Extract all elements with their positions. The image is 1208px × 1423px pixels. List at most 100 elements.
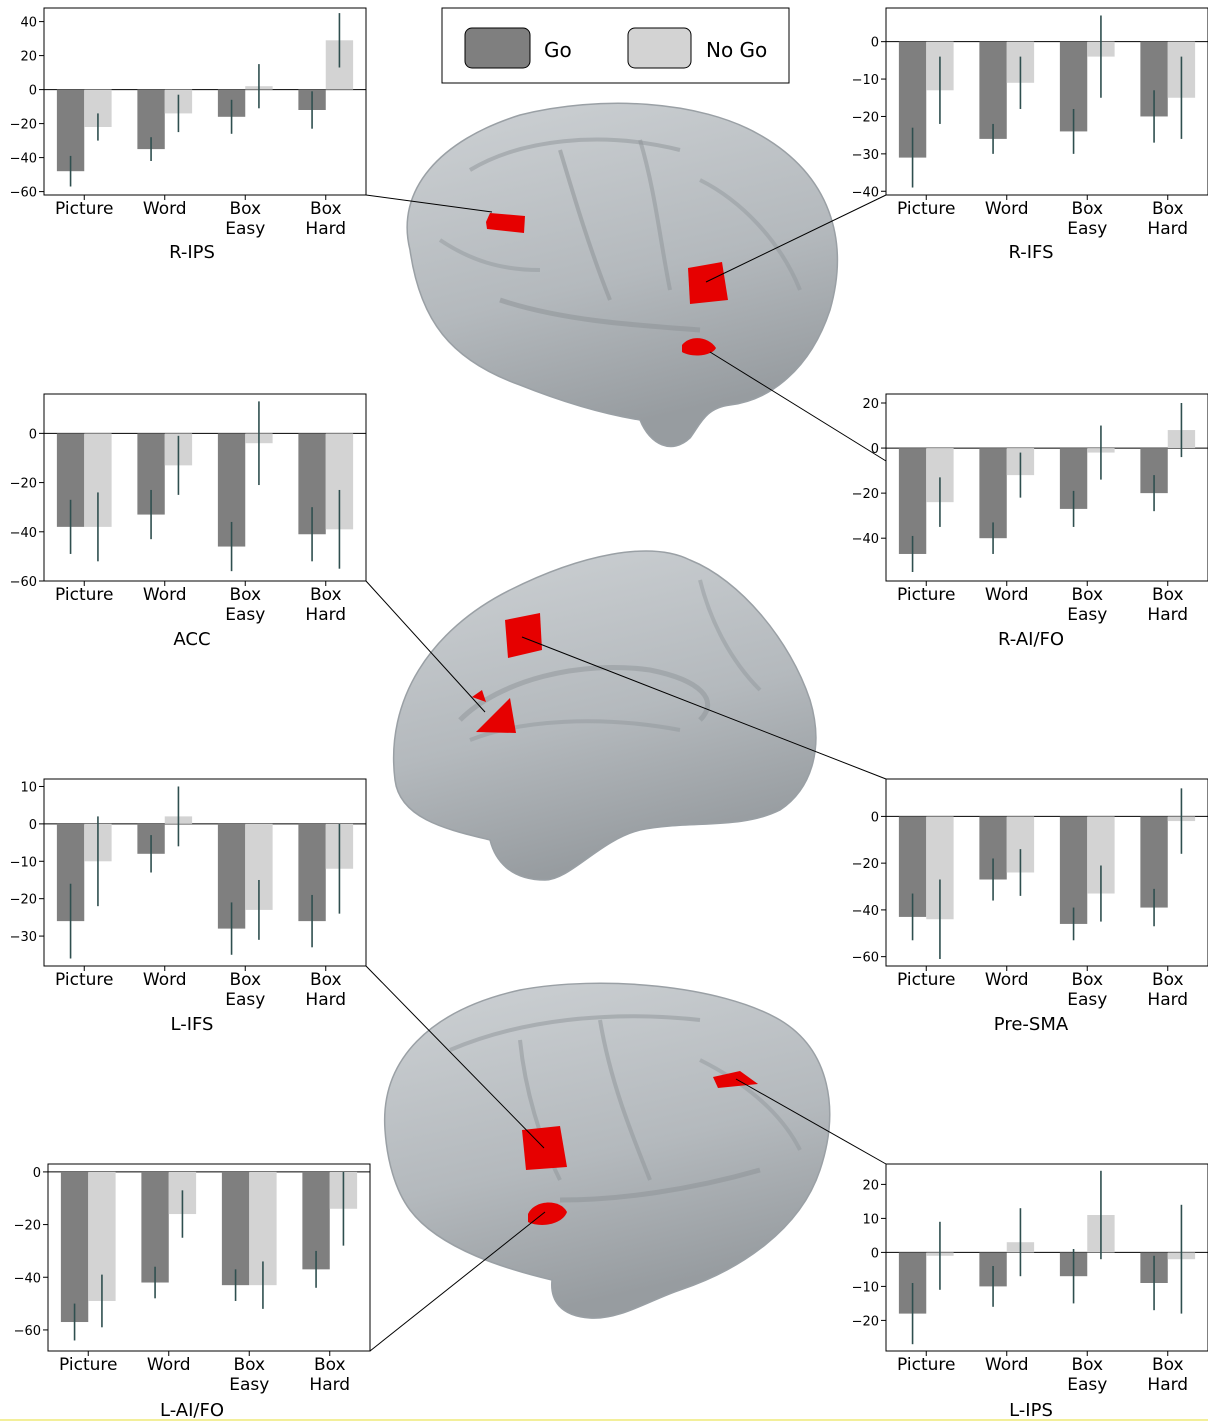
y-tick-label: −60 — [10, 186, 37, 201]
x-tick-label: Easy — [1067, 1375, 1107, 1395]
y-tick-label: 0 — [871, 36, 879, 51]
chart-title: R-IPS — [169, 242, 215, 263]
connector-r-ai-fo — [709, 351, 887, 462]
roi-pre-sma — [505, 613, 542, 658]
y-tick-label: −40 — [852, 532, 879, 547]
x-tick-label: Picture — [897, 585, 955, 605]
y-tick-label: −40 — [852, 185, 879, 200]
y-tick-label: 10 — [862, 1212, 879, 1227]
y-tick-label: −40 — [10, 152, 37, 167]
roi-acc — [476, 698, 516, 733]
chart-title: L-AI/FO — [160, 1400, 224, 1421]
y-tick-label: 20 — [862, 1178, 879, 1193]
x-tick-label: Word — [143, 199, 187, 219]
x-tick-label: Box — [1152, 1355, 1184, 1375]
roi-acc-small — [472, 690, 486, 702]
legend-label-go: Go — [544, 38, 572, 62]
y-tick-label: −20 — [852, 1314, 879, 1329]
x-tick-label: Easy — [229, 1375, 269, 1395]
brain-right-lateral — [406, 102, 839, 448]
x-tick-label: Word — [147, 1355, 191, 1375]
y-tick-label: −30 — [10, 930, 37, 945]
y-tick-label: 0 — [871, 810, 879, 825]
y-tick-label: −40 — [14, 1271, 41, 1286]
bar-go-word — [141, 1171, 169, 1283]
y-tick-label: −60 — [14, 1324, 41, 1339]
x-tick-label: Picture — [897, 199, 955, 219]
x-tick-label: Hard — [1147, 605, 1188, 625]
legend: Go No Go — [441, 7, 790, 84]
connector-r-ifs — [705, 194, 887, 283]
connector-r-ips — [365, 194, 493, 213]
x-tick-label: Picture — [897, 970, 955, 990]
y-tick-label: −20 — [852, 857, 879, 872]
bar-go-box-easy — [1059, 816, 1088, 924]
y-tick-label: 20 — [862, 397, 879, 412]
x-tick-label: Easy — [225, 219, 265, 239]
x-tick-label: Hard — [305, 219, 346, 239]
x-tick-label: Box — [1152, 199, 1184, 219]
x-tick-label: Word — [143, 585, 187, 605]
x-tick-label: Word — [985, 970, 1029, 990]
x-tick-label: Hard — [309, 1375, 350, 1395]
x-tick-label: Word — [143, 970, 187, 990]
connector-l-ifs — [365, 965, 545, 1149]
x-tick-label: Picture — [897, 1355, 955, 1375]
chart-title: ACC — [173, 629, 210, 650]
y-tick-label: −20 — [852, 110, 879, 125]
x-tick-label: Box — [229, 585, 261, 605]
y-tick-label: −20 — [10, 893, 37, 908]
x-tick-label: Box — [229, 970, 261, 990]
chart-title: L-IFS — [171, 1014, 214, 1035]
x-tick-label: Hard — [305, 990, 346, 1010]
bar-go-word — [979, 41, 1007, 139]
y-tick-label: −30 — [852, 148, 879, 163]
x-tick-label: Box — [1152, 585, 1184, 605]
y-tick-label: 20 — [20, 50, 37, 65]
connector-l-ai-fo — [369, 1211, 546, 1352]
x-tick-label: Picture — [55, 585, 113, 605]
roi-l-aifo — [528, 1202, 567, 1225]
x-tick-label: Easy — [225, 990, 265, 1010]
y-tick-label: 10 — [20, 780, 37, 795]
x-tick-label: Word — [985, 585, 1029, 605]
y-tick-label: −60 — [852, 951, 879, 966]
bar-go-picture — [60, 1171, 89, 1323]
connector-pre-sma — [521, 636, 887, 780]
chart-title: R-AI/FO — [998, 629, 1064, 650]
roi-l-ips — [713, 1071, 758, 1088]
x-tick-label: Easy — [1067, 219, 1107, 239]
y-tick-label: 0 — [29, 427, 37, 442]
brain-renderings — [383, 102, 839, 1319]
chart-title: R-IFS — [1008, 242, 1053, 263]
x-tick-label: Hard — [305, 605, 346, 625]
legend-swatch-go — [464, 27, 531, 69]
y-tick-label: 0 — [871, 1246, 879, 1261]
chart-title: L-IPS — [1009, 1400, 1053, 1421]
y-tick-label: −20 — [852, 487, 879, 502]
x-tick-label: Picture — [55, 199, 113, 219]
y-tick-label: 0 — [33, 1166, 41, 1181]
x-tick-label: Easy — [1067, 990, 1107, 1010]
brain-medial — [393, 550, 817, 881]
roi-r-ips — [486, 213, 525, 233]
brain-left-lateral — [383, 982, 831, 1319]
x-tick-label: Box — [314, 1355, 346, 1375]
bar-go-box-easy — [221, 1171, 250, 1286]
x-tick-label: Box — [1071, 1355, 1103, 1375]
x-tick-label: Word — [985, 199, 1029, 219]
connector-acc — [365, 580, 486, 713]
roi-r-aifo — [682, 338, 716, 356]
y-tick-label: −10 — [10, 855, 37, 870]
x-tick-label: Box — [1071, 199, 1103, 219]
chart-title: Pre-SMA — [994, 1014, 1069, 1035]
